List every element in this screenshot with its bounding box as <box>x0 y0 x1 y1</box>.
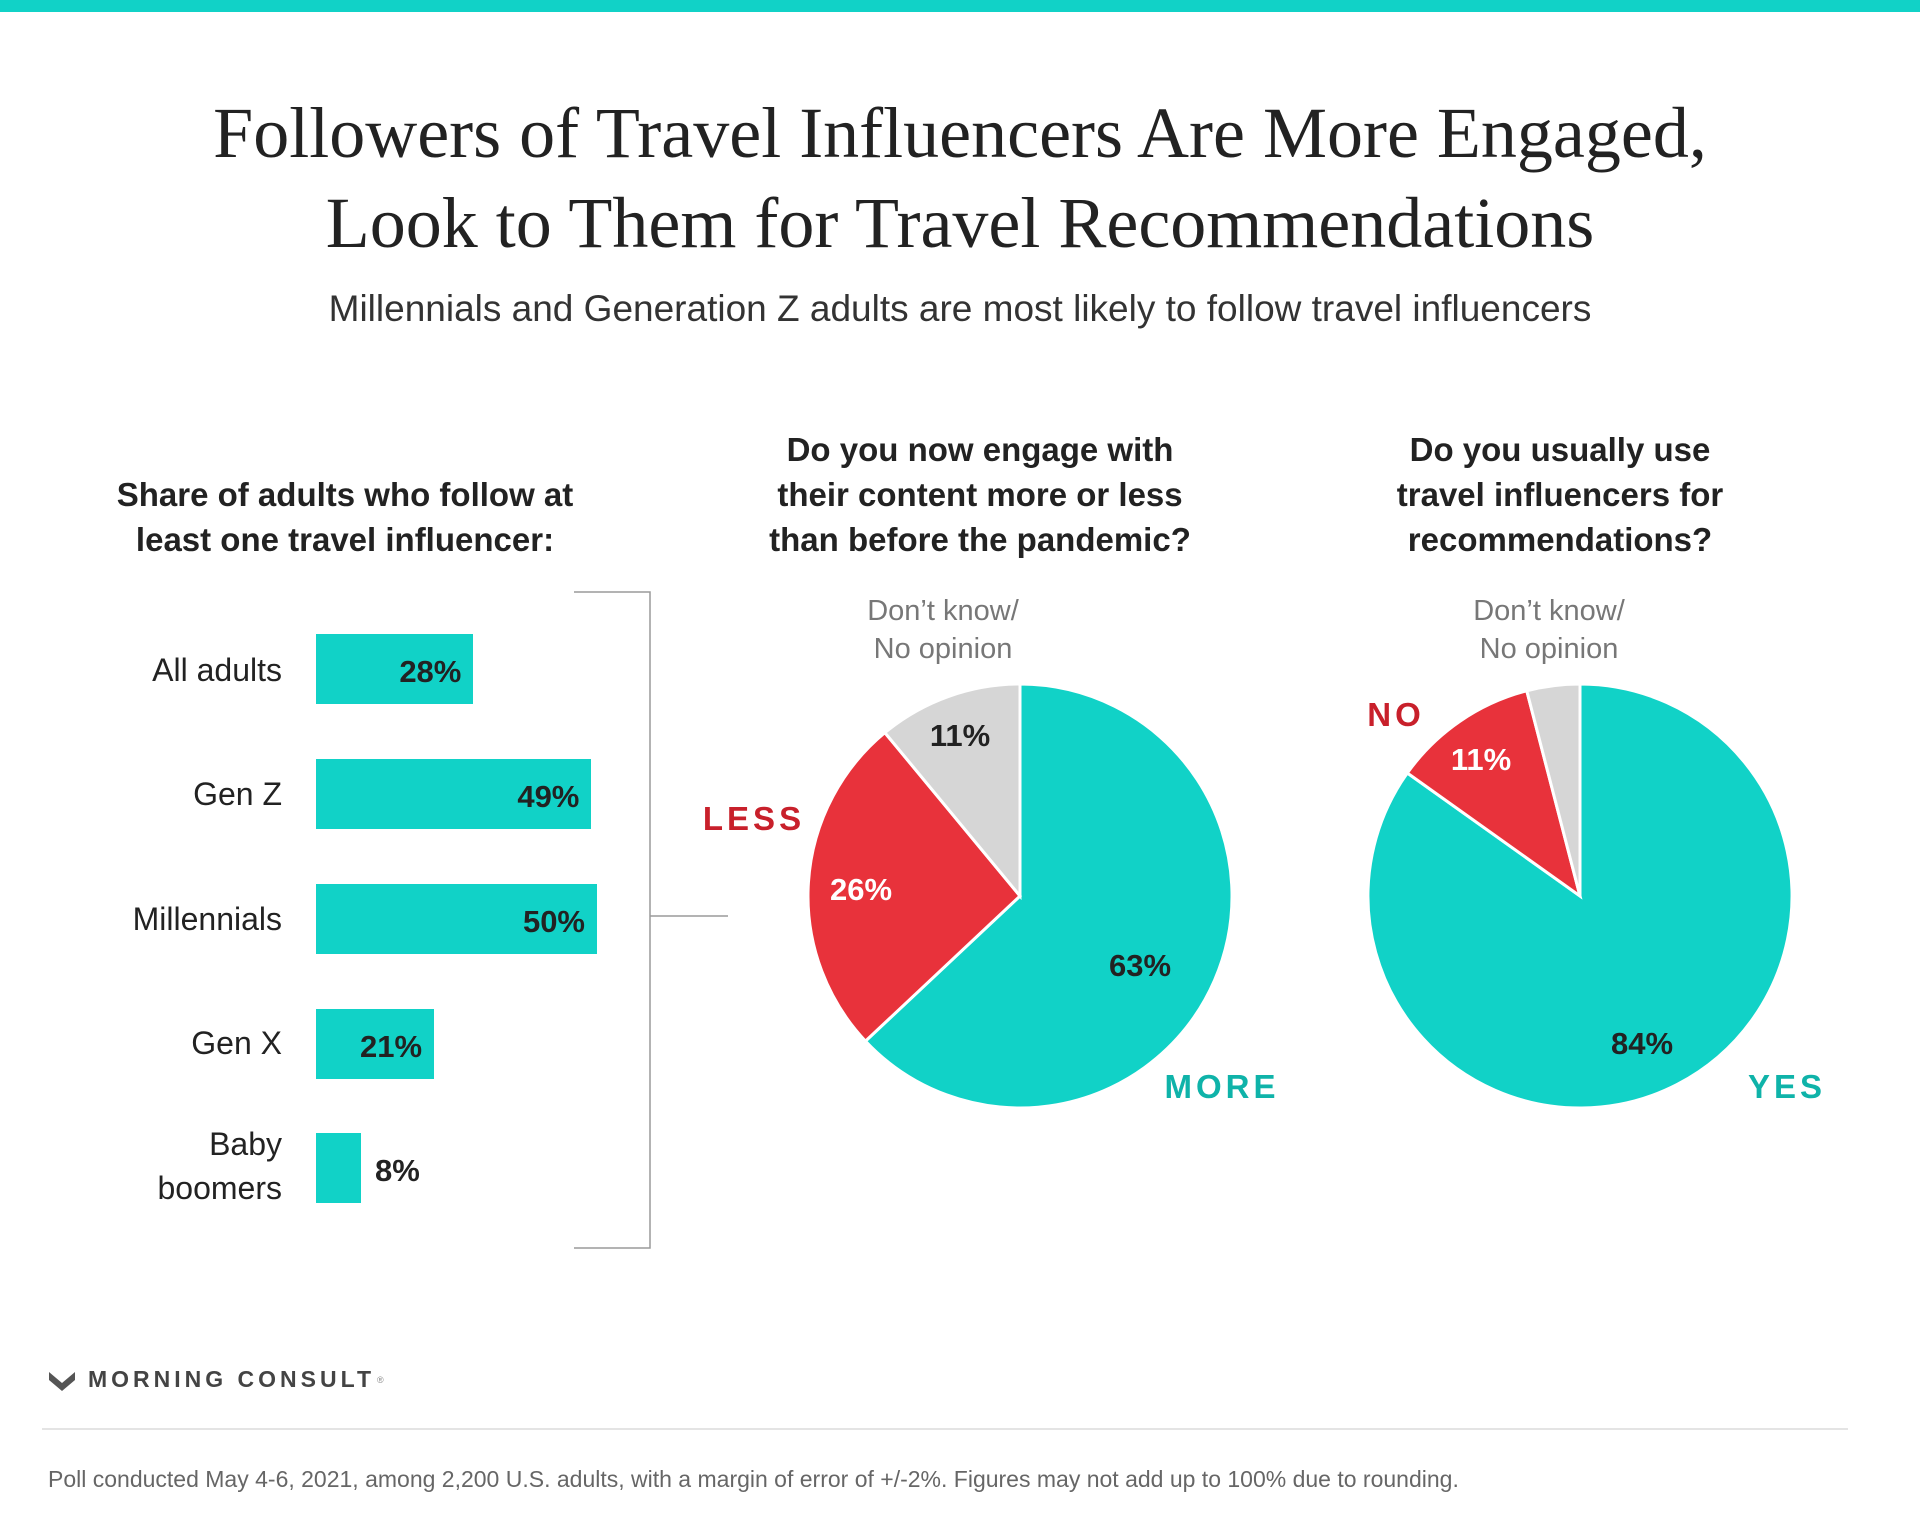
bar-baby-boomers <box>316 1133 361 1203</box>
pie-engagement-dk-label-line-2: No opinion <box>874 633 1013 665</box>
pie-recommendations-title-line-1: Do you usually use <box>1409 431 1711 468</box>
page-subtitle: Millennials and Generation Z adults are … <box>328 288 1592 329</box>
pie-slice-more <box>863 682 1234 1110</box>
bar-gen-x <box>316 1009 435 1079</box>
bar-label-millennials: Millennials <box>42 897 282 941</box>
bar-value-baby-boomers: 8% <box>374 1153 420 1188</box>
pie-engagement-more-value: 63% <box>1109 948 1171 983</box>
pie-recommendations-title: Do you usually use travel influencers fo… <box>1300 427 1820 562</box>
bar-value-gen-z: 49% <box>517 779 580 814</box>
pie-engagement-title: Do you now engage with their content mor… <box>700 427 1260 562</box>
trademark-mark: ® <box>377 1374 384 1385</box>
pie-engagement-less-label: LESS <box>703 800 805 837</box>
pie-engagement-title-line-1: Do you now engage with <box>786 431 1174 468</box>
bar-label-gen-x: Gen X <box>42 1021 282 1065</box>
bar-value-gen-x: 21% <box>359 1029 423 1064</box>
bar-label-line: boomers <box>157 1170 283 1206</box>
bar-all-adults <box>316 634 474 704</box>
pie-slice-yes <box>1366 682 1794 1110</box>
bar-label-line: Baby <box>209 1126 282 1162</box>
pie-engagement-more-label: MORE <box>1165 1068 1280 1105</box>
bar-label-all-adults: All adults <box>42 648 282 692</box>
title-line-1: Followers of Travel Influencers Are More… <box>213 93 1707 173</box>
pie-recommendations-dk-label-line-2: No opinion <box>1480 633 1619 665</box>
pie-recommendations-title-line-3: recommendations? <box>1407 521 1713 558</box>
pie-slice-don-t-know-no-opinion <box>882 682 1022 901</box>
footer-divider <box>42 1428 1848 1430</box>
pie-engagement <box>806 682 1234 1110</box>
top-accent-bar <box>0 0 1920 12</box>
pie-engagement-dk-label-line-1: Don’t know/ <box>867 595 1019 627</box>
page-title: Followers of Travel Influencers Are More… <box>0 88 1920 268</box>
brand-logo: MORNING CONSULT ® <box>48 1366 384 1393</box>
pie-engagement-less-value: 26% <box>830 872 892 907</box>
title-line-2: Look to Them for Travel Recommendations <box>325 183 1595 263</box>
pie-slice-don-t-know-no-opinion <box>1524 682 1582 897</box>
bar-label-gen-z: Gen Z <box>42 772 282 816</box>
bar-chart-title: Share of adults who follow at least one … <box>60 472 630 562</box>
bar-label-line: Gen Z <box>193 776 282 812</box>
bar-label-line: Millennials <box>132 901 282 937</box>
pie-recommendations-title-line-2: travel influencers for <box>1396 476 1724 513</box>
morning-consult-logo-icon <box>49 1371 75 1391</box>
bar-label-line: Gen X <box>191 1025 282 1061</box>
bar-gen-z <box>316 759 592 829</box>
bar-millennials <box>316 884 597 954</box>
brand-name: MORNING CONSULT <box>88 1366 376 1392</box>
pie-slice-less <box>806 730 1023 1044</box>
pie-recommendations-yes-value: 84% <box>1611 1026 1673 1061</box>
bar-chart-title-line-1: Share of adults who follow at <box>116 476 574 513</box>
bracket-connector <box>574 591 651 1249</box>
pie-engagement-dk-value: 11% <box>930 718 990 753</box>
pie-recommendations-no-label: NO <box>1367 696 1425 733</box>
pie-recommendations-dk-label-line-1: Don’t know/ <box>1473 595 1625 627</box>
pie-recommendations-yes-label: YES <box>1748 1068 1826 1105</box>
footnote: Poll conducted May 4-6, 2021, among 2,20… <box>48 1466 1459 1492</box>
bar-label-baby-boomers: Baby boomers <box>42 1122 283 1210</box>
pie-engagement-title-line-3: than before the pandemic? <box>769 521 1191 558</box>
pie-slice-no <box>1405 688 1583 900</box>
bar-value-millennials: 50% <box>522 904 585 939</box>
pie-recommendations-no-value: 11% <box>1451 742 1511 777</box>
bar-label-line: All adults <box>152 652 282 688</box>
pie-recommendations <box>1366 682 1794 1110</box>
pie-engagement-title-line-2: their content more or less <box>777 476 1183 513</box>
bar-chart-title-line-2: least one travel influencer: <box>135 521 555 558</box>
bar-value-all-adults: 28% <box>399 654 462 689</box>
